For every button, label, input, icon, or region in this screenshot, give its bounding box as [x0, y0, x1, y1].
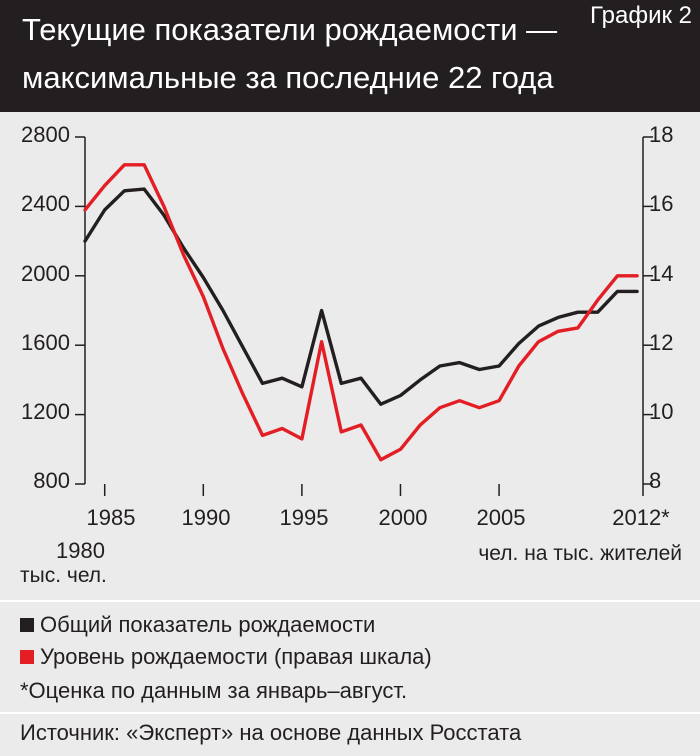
legend-swatch-black: [20, 618, 34, 632]
x-tick-2005: 2005: [476, 505, 526, 530]
series-line-total-births: [83, 187, 639, 406]
legend-item-rate: Уровень рождаемости (правая шкала): [20, 644, 432, 670]
legend-swatch-red: [20, 650, 34, 664]
x-tick-2012: 2012*: [612, 505, 670, 530]
y-left-tick-2400: 2400: [21, 191, 70, 216]
y-right-tick-16: 16: [649, 191, 674, 216]
header-bar: Текущие показатели рождаемости — максима…: [0, 0, 700, 112]
y-right-tick-14: 14: [649, 261, 674, 286]
legend-item-total: Общий показатель рождаемости: [20, 612, 375, 638]
legend-label-rate: Уровень рождаемости (правая шкала): [40, 644, 432, 669]
series-line-birth-rate: [83, 163, 639, 462]
y-left-tick-1600: 1600: [21, 330, 70, 355]
x-tick-2000: 2000: [378, 505, 428, 530]
y-left-unit-label: тыс. чел.: [20, 564, 107, 587]
graph-number-label: График 2: [589, 2, 692, 29]
x-tick-1980: 1980: [56, 538, 105, 563]
footnote: *Оценка по данным за январь–август.: [20, 678, 408, 703]
source-note: Источник: «Эксперт» на основе данных Рос…: [20, 720, 522, 745]
y-right-tick-10: 10: [649, 399, 674, 424]
legend-divider: [0, 600, 700, 602]
x-tick-1995: 1995: [279, 505, 329, 530]
y-right-tick-12: 12: [649, 330, 674, 355]
legend-label-total: Общий показатель рождаемости: [40, 612, 376, 637]
chart-title-line-1: Текущие показатели рождаемости —: [22, 12, 558, 47]
x-tick-1990: 1990: [181, 505, 231, 530]
y-left-tick-800: 800: [33, 468, 70, 493]
y-right-tick-18: 18: [649, 122, 674, 147]
source-divider: [0, 712, 700, 714]
y-left-tick-2800: 2800: [21, 122, 70, 147]
line-chart: [75, 136, 653, 496]
chart-title-line-2: максимальные за последние 22 года: [22, 60, 554, 95]
y-left-tick-1200: 1200: [21, 399, 70, 424]
y-right-tick-8: 8: [649, 468, 662, 493]
y-right-unit-label: чел. на тыс. жителей: [478, 542, 682, 565]
x-tick-1985: 1985: [86, 505, 136, 530]
y-left-tick-2000: 2000: [21, 261, 70, 286]
